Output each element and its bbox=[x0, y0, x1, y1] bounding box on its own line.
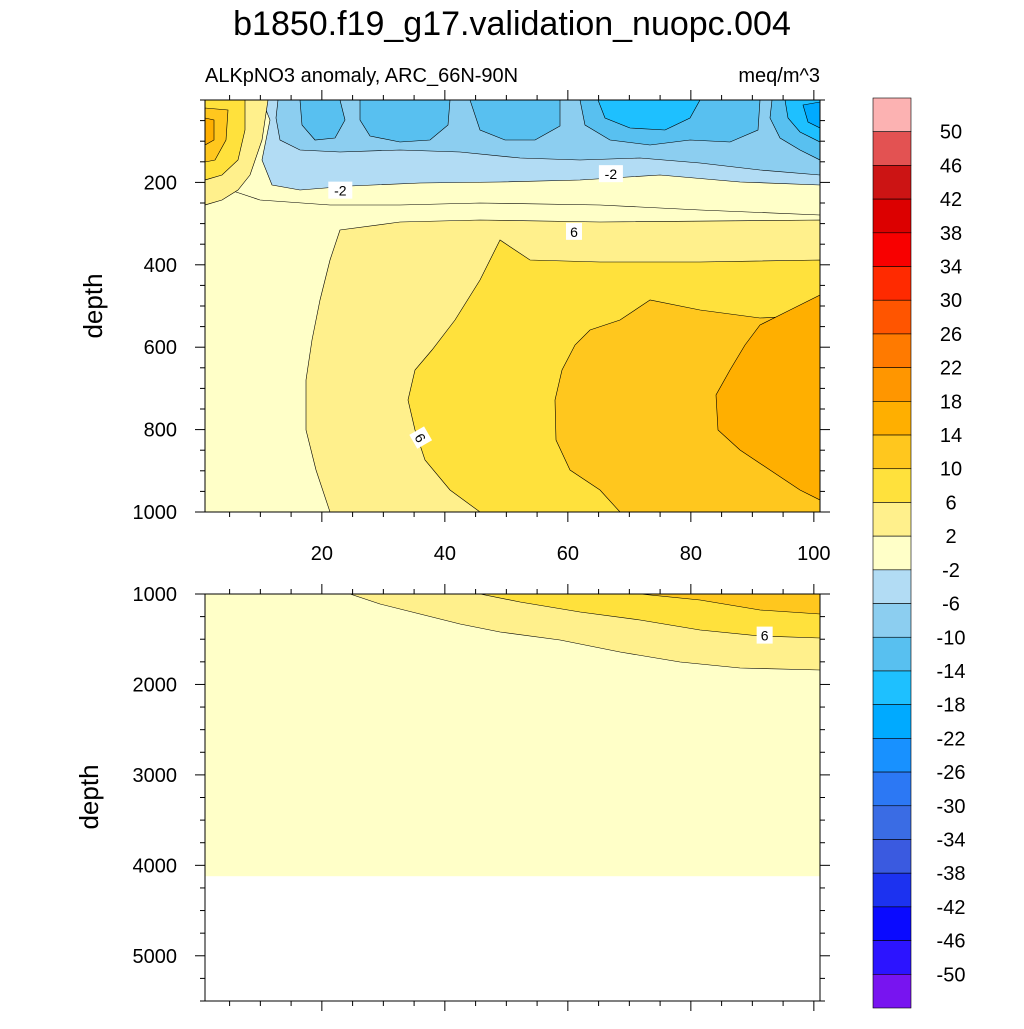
colorbar-label: -22 bbox=[937, 728, 966, 750]
contour-band bbox=[639, 594, 820, 615]
chart-title: b1850.f19_g17.validation_nuopc.004 bbox=[233, 5, 791, 43]
colorbar-label: 46 bbox=[940, 155, 962, 177]
colorbar-swatch bbox=[872, 535, 912, 571]
colorbar-swatch bbox=[872, 569, 912, 604]
colorbar-label: -46 bbox=[937, 931, 966, 953]
colorbar-label: 26 bbox=[940, 324, 962, 346]
contour-label: 6 bbox=[566, 222, 582, 240]
colorbar-label: -18 bbox=[937, 695, 966, 717]
colorbar: 50 46 42 38 34 30 26 22 18 14 10 6 2 -2 -6 -10 -14 -18 -22… bbox=[872, 97, 966, 1009]
contour-label-text: -2 bbox=[605, 166, 618, 182]
y-tick-label: 5000 bbox=[133, 946, 178, 968]
colorbar-swatch bbox=[872, 266, 912, 301]
colorbar-swatch bbox=[872, 771, 912, 807]
subtitle-right: meq/m^3 bbox=[738, 65, 820, 87]
top-ylabel: depth bbox=[78, 273, 108, 338]
contour-label: 6 bbox=[409, 426, 433, 449]
contour-label: 6 bbox=[756, 626, 773, 644]
colorbar-swatch bbox=[872, 434, 912, 470]
colorbar-label: -34 bbox=[937, 829, 966, 851]
colorbar-swatch bbox=[872, 872, 912, 908]
colorbar-swatch bbox=[872, 738, 912, 773]
colorbar-label: -50 bbox=[937, 964, 966, 986]
colorbar-swatch bbox=[872, 704, 912, 739]
contour-label-text: -2 bbox=[334, 183, 347, 199]
colorbar-label: -42 bbox=[937, 897, 966, 919]
colorbar-label: -30 bbox=[937, 796, 966, 818]
colorbar-swatch bbox=[872, 468, 912, 503]
contour-band bbox=[359, 100, 451, 143]
contour-band bbox=[469, 100, 561, 141]
y-tick-label: 4000 bbox=[133, 855, 178, 877]
x-tick-label: 100 bbox=[797, 543, 830, 565]
colorbar-swatch bbox=[872, 906, 912, 941]
contour-label-text: 6 bbox=[570, 224, 578, 240]
colorbar-label: 50 bbox=[940, 122, 962, 144]
colorbar-label: -14 bbox=[937, 661, 966, 683]
bottom-ylabel: depth bbox=[74, 764, 104, 829]
colorbar-label: 34 bbox=[940, 257, 962, 279]
colorbar-swatch bbox=[872, 367, 912, 402]
colorbar-label: 22 bbox=[940, 358, 962, 380]
bottom-panel: 1000 2000 3000 4000 5000 6 depth bbox=[74, 584, 830, 1011]
colorbar-swatch bbox=[872, 401, 912, 436]
contour-label: -2 bbox=[328, 181, 353, 199]
colorbar-label: -6 bbox=[942, 594, 960, 616]
y-tick-label: 200 bbox=[144, 172, 177, 194]
colorbar-swatch bbox=[872, 940, 912, 975]
colorbar-label: 30 bbox=[940, 290, 962, 312]
colorbar-label: 38 bbox=[940, 223, 962, 245]
contour-band bbox=[205, 117, 215, 146]
colorbar-label: -2 bbox=[942, 560, 960, 582]
colorbar-swatch bbox=[872, 198, 912, 234]
colorbar-label: 14 bbox=[940, 425, 962, 447]
x-tick-label: 60 bbox=[557, 543, 579, 565]
colorbar-swatch bbox=[872, 670, 912, 705]
y-tick-label: 3000 bbox=[133, 765, 178, 787]
colorbar-label: 18 bbox=[940, 391, 962, 413]
contour-band bbox=[715, 294, 820, 501]
colorbar-label: 6 bbox=[945, 492, 956, 514]
colorbar-label: 42 bbox=[940, 189, 962, 211]
colorbar-label: 2 bbox=[945, 526, 956, 548]
y-tick-label: 400 bbox=[144, 255, 177, 277]
contour-label-text: 6 bbox=[761, 628, 769, 644]
colorbar-label: 10 bbox=[940, 459, 962, 481]
colorbar-swatch bbox=[872, 603, 912, 638]
x-tick-label: 40 bbox=[434, 543, 456, 565]
colorbar-swatch bbox=[872, 165, 912, 200]
colorbar-swatch bbox=[872, 973, 912, 1009]
x-tick-label: 80 bbox=[680, 543, 702, 565]
colorbar-swatch bbox=[872, 97, 912, 133]
x-tick-label: 20 bbox=[311, 543, 333, 565]
contour-band bbox=[802, 101, 820, 129]
y-tick-label: 1000 bbox=[133, 584, 178, 606]
y-tick-label: 800 bbox=[144, 420, 177, 442]
colorbar-swatch bbox=[872, 636, 912, 672]
colorbar-swatch bbox=[872, 232, 912, 267]
top-panel: 200 400 600 800 1000 20 40 60 80 100 -2 -2 6 6 dept… bbox=[78, 90, 831, 565]
contour-band bbox=[597, 100, 701, 131]
y-tick-label: 1000 bbox=[133, 502, 178, 524]
subtitle-left: ALKpNO3 anomaly, ARC_66N-90N bbox=[205, 65, 518, 87]
colorbar-label: -38 bbox=[937, 863, 966, 885]
colorbar-label: -26 bbox=[937, 762, 966, 784]
colorbar-swatch bbox=[872, 502, 912, 537]
colorbar-swatch bbox=[872, 839, 912, 874]
colorbar-swatch bbox=[872, 805, 912, 840]
contour-label: -2 bbox=[598, 165, 623, 183]
colorbar-swatch bbox=[872, 131, 912, 166]
colorbar-swatch bbox=[872, 299, 912, 335]
colorbar-label: -10 bbox=[937, 627, 966, 649]
y-tick-label: 600 bbox=[144, 337, 177, 359]
y-tick-label: 2000 bbox=[133, 674, 178, 696]
colorbar-swatch bbox=[872, 333, 912, 368]
contour-band bbox=[299, 100, 346, 141]
